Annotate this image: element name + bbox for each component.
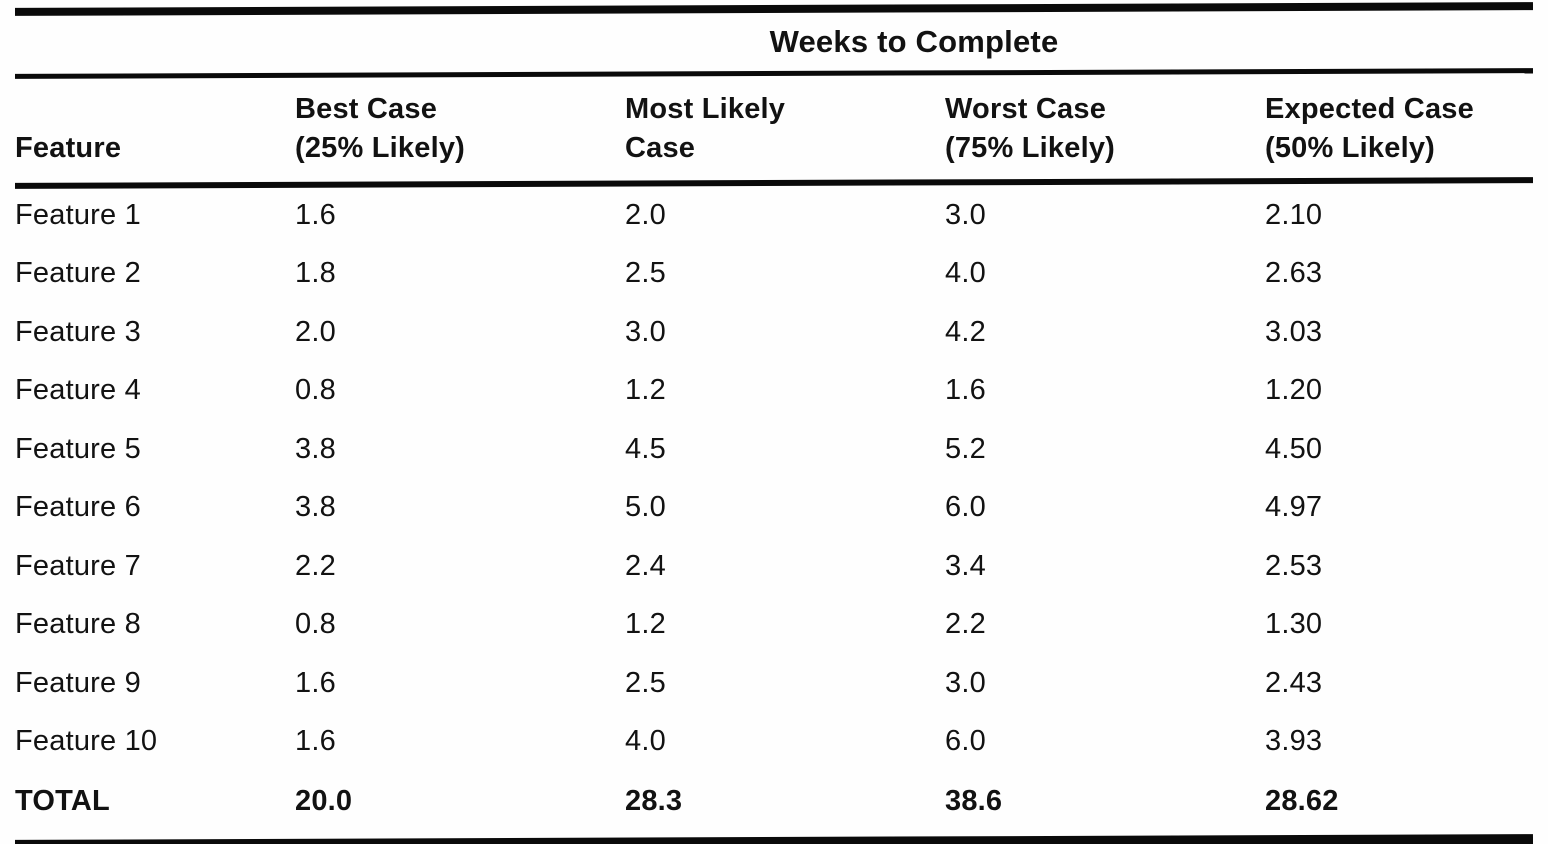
spanning-header-weeks-to-complete: Weeks to Complete bbox=[769, 24, 1059, 59]
column-header-expected-case: Expected Case (50% Likely) bbox=[1265, 90, 1533, 168]
total-best-cell: 20.0 bbox=[295, 784, 353, 817]
feature-name-cell: Feature 4 bbox=[15, 374, 141, 407]
worst-value-cell: 3.0 bbox=[945, 666, 986, 699]
spanning-header-row: Weeks to Complete bbox=[15, 13, 1533, 71]
best-value-cell: 1.6 bbox=[295, 725, 336, 758]
worst-value-cell: 3.0 bbox=[945, 198, 986, 231]
column-header-line: (50% Likely) bbox=[1265, 132, 1436, 164]
best-value-cell: 3.8 bbox=[295, 491, 336, 524]
total-row: TOTAL 20.0 28.3 38.6 28.62 bbox=[15, 771, 1533, 831]
likely-value-cell: 1.2 bbox=[625, 608, 666, 641]
expected-value-cell: 2.63 bbox=[1265, 257, 1323, 290]
feature-name-cell: Feature 10 bbox=[15, 725, 158, 758]
table-row: Feature 7 2.2 2.4 3.4 2.53 bbox=[15, 537, 1533, 596]
worst-value-cell: 6.0 bbox=[945, 725, 986, 758]
column-header-line: Best Case bbox=[295, 93, 438, 125]
likely-value-cell: 2.5 bbox=[625, 666, 666, 699]
total-likely-cell: 28.3 bbox=[625, 784, 683, 817]
table-row: Feature 6 3.8 5.0 6.0 4.97 bbox=[15, 479, 1533, 538]
table-row: Feature 3 2.0 3.0 4.2 3.03 bbox=[15, 303, 1533, 362]
worst-value-cell: 2.2 bbox=[945, 608, 986, 641]
total-worst-cell: 38.6 bbox=[945, 784, 1003, 817]
best-value-cell: 2.0 bbox=[295, 315, 336, 348]
expected-value-cell: 3.93 bbox=[1265, 725, 1323, 758]
best-value-cell: 0.8 bbox=[295, 374, 336, 407]
column-header-line: (75% Likely) bbox=[945, 132, 1116, 164]
column-header-line: Most Likely bbox=[625, 93, 786, 125]
likely-value-cell: 2.0 bbox=[625, 198, 666, 231]
best-value-cell: 1.6 bbox=[295, 198, 336, 231]
likely-value-cell: 3.0 bbox=[625, 315, 666, 348]
column-header-line: Expected Case bbox=[1265, 93, 1474, 125]
worst-value-cell: 1.6 bbox=[945, 374, 986, 407]
table-row: Feature 5 3.8 4.5 5.2 4.50 bbox=[15, 420, 1533, 479]
worst-value-cell: 6.0 bbox=[945, 491, 986, 524]
worst-value-cell: 3.4 bbox=[945, 549, 986, 582]
expected-value-cell: 1.20 bbox=[1265, 374, 1323, 407]
feature-name-cell: Feature 5 bbox=[15, 432, 141, 465]
table-row: Feature 8 0.8 1.2 2.2 1.30 bbox=[15, 596, 1533, 655]
likely-value-cell: 1.2 bbox=[625, 374, 666, 407]
table-row: Feature 2 1.8 2.5 4.0 2.63 bbox=[15, 245, 1533, 304]
likely-value-cell: 2.4 bbox=[625, 549, 666, 582]
expected-value-cell: 2.43 bbox=[1265, 666, 1323, 699]
best-value-cell: 3.8 bbox=[295, 432, 336, 465]
table-row: Feature 10 1.6 4.0 6.0 3.93 bbox=[15, 713, 1533, 772]
total-expected-cell: 28.62 bbox=[1265, 784, 1339, 817]
worst-value-cell: 4.2 bbox=[945, 315, 986, 348]
column-header-line: Worst Case bbox=[945, 93, 1107, 125]
likely-value-cell: 5.0 bbox=[625, 491, 666, 524]
table-row: Feature 9 1.6 2.5 3.0 2.43 bbox=[15, 654, 1533, 713]
table-row: Feature 4 0.8 1.2 1.6 1.20 bbox=[15, 362, 1533, 421]
best-value-cell: 1.6 bbox=[295, 666, 336, 699]
column-header-row: Feature Best Case (25% Likely) Most Like… bbox=[15, 76, 1533, 180]
column-header-worst-case: Worst Case (75% Likely) bbox=[945, 90, 1265, 168]
column-header-line: Case bbox=[625, 132, 696, 164]
likely-value-cell: 4.0 bbox=[625, 725, 666, 758]
expected-value-cell: 2.10 bbox=[1265, 198, 1323, 231]
worst-value-cell: 4.0 bbox=[945, 257, 986, 290]
worst-value-cell: 5.2 bbox=[945, 432, 986, 465]
feature-name-cell: Feature 1 bbox=[15, 198, 141, 231]
table-row: Feature 1 1.6 2.0 3.0 2.10 bbox=[15, 186, 1533, 245]
column-header-most-likely-case: Most Likely Case bbox=[625, 90, 945, 168]
table-body: Feature 1 1.6 2.0 3.0 2.10 Feature 2 1.8 2.5 4.0… bbox=[15, 186, 1533, 771]
expected-value-cell: 4.97 bbox=[1265, 491, 1323, 524]
best-value-cell: 1.8 bbox=[295, 257, 336, 290]
feature-name-cell: Feature 8 bbox=[15, 608, 141, 641]
column-header-line: (25% Likely) bbox=[295, 132, 466, 164]
feature-name-cell: Feature 3 bbox=[15, 315, 141, 348]
column-header-best-case: Best Case (25% Likely) bbox=[295, 90, 625, 168]
likely-value-cell: 4.5 bbox=[625, 432, 666, 465]
expected-value-cell: 4.50 bbox=[1265, 432, 1323, 465]
feature-name-cell: Feature 6 bbox=[15, 491, 141, 524]
best-value-cell: 2.2 bbox=[295, 549, 336, 582]
expected-value-cell: 3.03 bbox=[1265, 315, 1323, 348]
feature-name-cell: Feature 9 bbox=[15, 666, 141, 699]
best-value-cell: 0.8 bbox=[295, 608, 336, 641]
expected-value-cell: 1.30 bbox=[1265, 608, 1323, 641]
column-header-feature: Feature bbox=[15, 132, 122, 164]
bottom-rule bbox=[14, 834, 1534, 844]
total-label-cell: TOTAL bbox=[15, 784, 110, 817]
feature-name-cell: Feature 2 bbox=[15, 257, 141, 290]
feature-name-cell: Feature 7 bbox=[15, 549, 141, 582]
likely-value-cell: 2.5 bbox=[625, 257, 666, 290]
expected-value-cell: 2.53 bbox=[1265, 549, 1323, 582]
